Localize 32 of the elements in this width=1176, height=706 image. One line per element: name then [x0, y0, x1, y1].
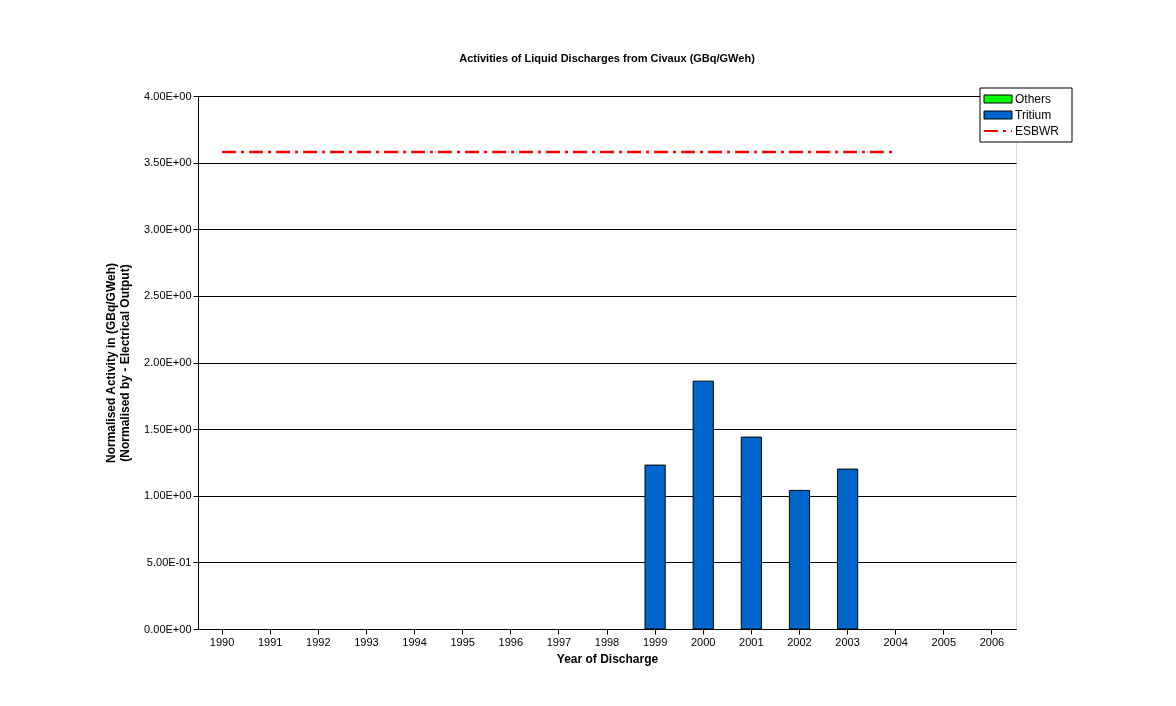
y-tick-label: 3.00E+00	[144, 222, 192, 235]
x-tick-label: 1997	[546, 635, 572, 648]
x-tick-label: 2002	[787, 635, 812, 648]
legend-label: ESBWR	[1015, 124, 1060, 138]
x-tick-label: 2006	[979, 635, 1005, 648]
x-tick-label: 1994	[402, 635, 427, 648]
x-axis-title: Year of Discharge	[556, 651, 659, 666]
y-tick-label: 3.50E+00	[144, 156, 192, 169]
y-tick-label: 2.00E+00	[144, 356, 192, 368]
x-tick-label: 1999	[642, 635, 668, 648]
chart-title: Activities of Liquid Discharges from Civaux (GBq/GWeh)	[459, 51, 756, 64]
y-tick-label: 5.00E-01	[146, 555, 192, 568]
y-tick-label: 4.00E+00	[144, 89, 192, 102]
x-tick-label: 2005	[931, 635, 957, 648]
y-tick-label: 1.00E+00	[144, 489, 192, 502]
x-tick-label: 1990	[209, 635, 235, 648]
x-tick-label: 1996	[498, 635, 524, 648]
y-tick-label: 1.50E+00	[144, 422, 192, 435]
y-axis-title: Normalised Activity in (GBq/GWeh) (Normalised by - Electrical Output)	[104, 262, 133, 464]
y-tick-label: 0.00E+00	[144, 622, 192, 635]
x-tick-label: 2004	[883, 635, 908, 648]
x-tick-label: 1992	[306, 635, 331, 648]
x-tick-label: 1995	[450, 635, 475, 648]
x-tick-label: 2003	[835, 635, 860, 648]
x-tick-label: 2001	[739, 635, 764, 648]
x-tick-label: 1993	[354, 635, 379, 648]
legend-label: Others	[1015, 92, 1052, 106]
y-tick-label: 2.50E+00	[144, 289, 192, 302]
x-tick-label: 1998	[594, 635, 620, 648]
legend-label: Tritium	[1015, 108, 1052, 122]
x-tick-label: 2000	[690, 635, 716, 648]
x-tick-label: 1991	[257, 635, 283, 648]
